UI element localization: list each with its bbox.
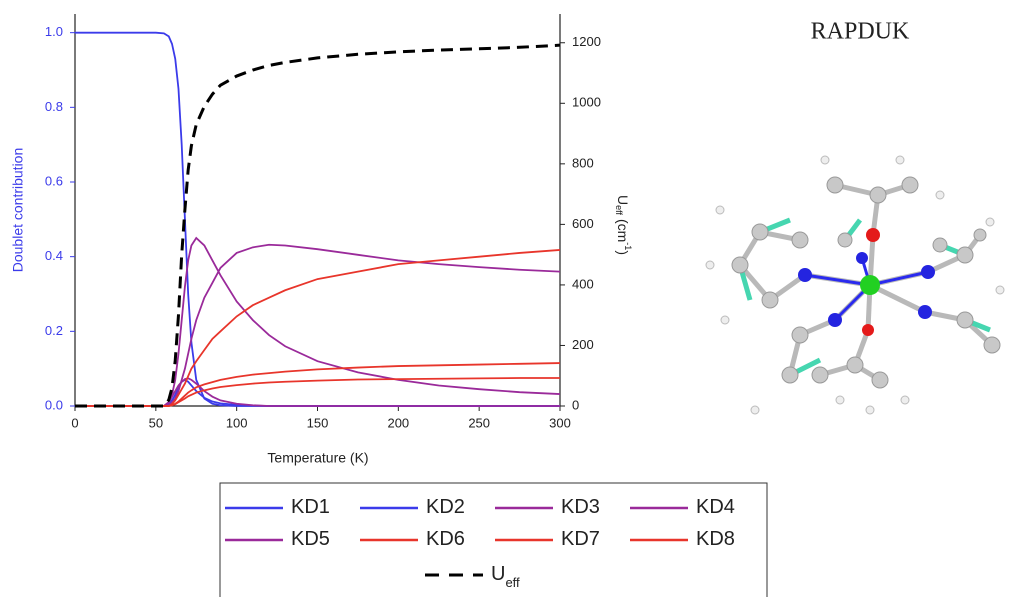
legend-name: KD2 bbox=[426, 496, 465, 518]
atom-nitrogen bbox=[828, 313, 842, 327]
legend-label: KD7 bbox=[561, 528, 600, 550]
y2-tick-label: 200 bbox=[572, 337, 594, 352]
atom-nitrogen bbox=[798, 268, 812, 282]
y-axis-label: Doublet contribution bbox=[10, 148, 26, 273]
atom-nitrogen bbox=[856, 252, 868, 264]
legend-label: KD8 bbox=[696, 528, 735, 550]
atom-nitrogen bbox=[921, 265, 935, 279]
legend-name: KD7 bbox=[561, 528, 600, 550]
series-line bbox=[75, 245, 560, 406]
atom-oxygen bbox=[866, 228, 880, 242]
legend-name: U bbox=[491, 563, 505, 585]
legend-name: KD5 bbox=[291, 528, 330, 550]
x-tick-label: 200 bbox=[387, 415, 409, 430]
y-tick-label: 0.6 bbox=[45, 173, 63, 188]
series-line bbox=[75, 250, 560, 406]
legend-name: KD3 bbox=[561, 496, 600, 518]
x-tick-label: 250 bbox=[468, 415, 490, 430]
legend-label: KD1 bbox=[291, 496, 330, 518]
x-tick-label: 300 bbox=[549, 415, 571, 430]
y2-label-unit: (cm bbox=[615, 219, 631, 242]
legend-name: KD6 bbox=[426, 528, 465, 550]
y2-tick-label: 800 bbox=[572, 155, 594, 170]
series-line bbox=[75, 33, 560, 406]
series-line bbox=[75, 380, 560, 406]
legend-label: KD5 bbox=[291, 528, 330, 550]
atom-oxygen bbox=[862, 324, 874, 336]
y-tick-label: 0.0 bbox=[45, 397, 63, 412]
x-tick-label: 100 bbox=[226, 415, 248, 430]
legend-label: KD2 bbox=[426, 496, 465, 518]
legend-label: KD4 bbox=[696, 496, 735, 518]
legend-label: KD6 bbox=[426, 528, 465, 550]
y2-tick-label: 1000 bbox=[572, 95, 601, 110]
legend-name-sub: eff bbox=[505, 575, 520, 590]
chart: RAPDUK Doublet contribution Temperature … bbox=[0, 0, 1011, 597]
y2-label-sub: eff bbox=[614, 205, 624, 215]
molecule bbox=[706, 156, 1004, 414]
atom-nitrogen bbox=[918, 305, 932, 319]
y2-tick-label: 400 bbox=[572, 276, 594, 291]
series-line bbox=[75, 378, 560, 406]
series-line bbox=[75, 378, 560, 406]
atom-metal bbox=[860, 275, 880, 295]
series-line bbox=[75, 363, 560, 406]
y-tick-label: 0.2 bbox=[45, 323, 63, 338]
legend-name: KD8 bbox=[696, 528, 735, 550]
y2-tick-label: 1200 bbox=[572, 34, 601, 49]
x-axis-label: Temperature (K) bbox=[267, 450, 368, 466]
legend-name: KD1 bbox=[291, 496, 330, 518]
y2-label-text: U bbox=[615, 195, 631, 205]
chart-title: RAPDUK bbox=[811, 19, 910, 45]
x-tick-label: 150 bbox=[307, 415, 329, 430]
series-line bbox=[75, 45, 560, 406]
y2-tick-label: 600 bbox=[572, 216, 594, 231]
y-tick-label: 0.4 bbox=[45, 248, 63, 263]
y-tick-label: 1.0 bbox=[45, 24, 63, 39]
y2-axis-label: Ueff (cm-1) bbox=[614, 195, 633, 255]
legend-label: KD3 bbox=[561, 496, 600, 518]
y2-tick-label: 0 bbox=[572, 397, 579, 412]
x-tick-label: 50 bbox=[149, 415, 163, 430]
x-tick-label: 0 bbox=[71, 415, 78, 430]
y-tick-label: 0.8 bbox=[45, 99, 63, 114]
y2-label-end: ) bbox=[615, 250, 631, 255]
y2-label-sup: -1 bbox=[623, 242, 633, 250]
legend-name: KD4 bbox=[696, 496, 735, 518]
